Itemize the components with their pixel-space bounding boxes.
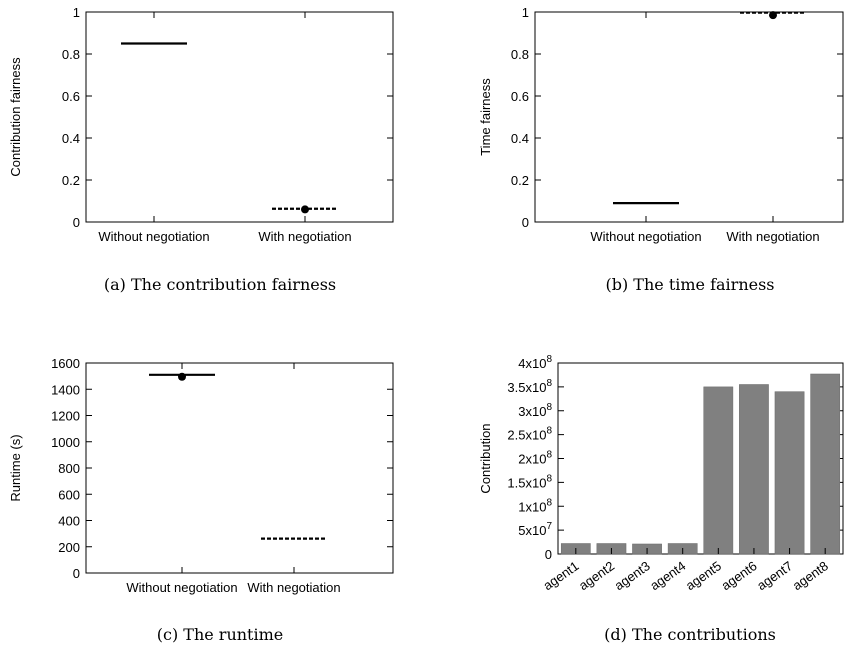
y-tick-mantissa: 3x10 (518, 404, 546, 419)
y-tick-label: 600 (58, 487, 80, 502)
y-tick-exponent: 8 (546, 473, 552, 484)
plot-frame (85, 362, 394, 574)
y-tick-label: 1600 (51, 356, 80, 371)
chart-panel-d: 05x1071x1081.5x1082x1082.5x1083x1083.5x1… (478, 354, 844, 644)
y-tick-mantissa: 0 (545, 547, 552, 562)
y-tick-label: 0.6 (62, 89, 80, 104)
y-tick-label: 0.8 (62, 47, 80, 62)
y-tick-exponent: 8 (546, 378, 552, 389)
x-category-label: Without negotiation (126, 580, 237, 595)
x-category-label: agent2 (576, 558, 617, 593)
y-tick-exponent: 8 (546, 426, 552, 437)
figure-caption: (b) The time fairness (605, 275, 774, 294)
y-tick-label: 0.8 (511, 47, 529, 62)
y-axis-label: Contribution (478, 423, 493, 493)
y-tick-label: 1200 (51, 409, 80, 424)
y-tick-exponent: 7 (546, 521, 552, 532)
y-axis-label: Time fairness (478, 78, 493, 156)
x-category-label: Without negotiation (98, 229, 209, 244)
y-axis-label: Contribution fairness (8, 57, 23, 177)
x-category-label: agent4 (647, 558, 688, 593)
y-tick-label: 1400 (51, 382, 80, 397)
y-tick-label: 0.6 (511, 89, 529, 104)
y-tick-exponent: 8 (546, 402, 552, 413)
data-point (178, 372, 186, 381)
y-tick-mantissa: 4x10 (518, 356, 546, 371)
y-tick-mantissa: 1x10 (518, 499, 546, 514)
bar-agent6 (739, 384, 769, 555)
y-tick-mantissa: 3.5x10 (507, 380, 546, 395)
x-category-label: agent8 (790, 558, 831, 593)
y-tick-exponent: 8 (546, 450, 552, 461)
plot-frame (534, 11, 844, 223)
y-tick-label: 0 (522, 215, 529, 230)
y-tick-mantissa: 1.5x10 (507, 475, 546, 490)
y-tick-label: 0.4 (62, 131, 80, 146)
x-category-label: agent1 (540, 558, 581, 593)
y-tick-label: 5x107 (518, 521, 552, 538)
data-point (301, 205, 309, 214)
bar-agent8 (810, 373, 841, 555)
y-tick-label: 0 (73, 566, 80, 581)
bar-agent5 (703, 386, 734, 555)
figure-caption: (a) The contribution fairness (104, 275, 336, 294)
y-tick-label: 0 (545, 547, 552, 562)
bar-agent7 (774, 391, 805, 555)
y-tick-label: 2.5x108 (507, 426, 552, 443)
y-tick-label: 0 (73, 215, 80, 230)
x-category-label: agent7 (754, 558, 795, 593)
x-category-label: With negotiation (247, 580, 340, 595)
x-category-label: agent6 (718, 558, 759, 593)
y-tick-mantissa: 5x10 (518, 523, 546, 538)
y-tick-label: 400 (58, 514, 80, 529)
y-tick-exponent: 8 (546, 497, 552, 508)
y-tick-label: 0.4 (511, 131, 529, 146)
y-tick-label: 1 (522, 5, 529, 20)
x-category-label: With negotiation (726, 229, 819, 244)
y-tick-label: 200 (58, 540, 80, 555)
x-category-label: agent5 (683, 558, 724, 593)
y-tick-label: 3.5x108 (507, 378, 552, 395)
figure-caption: (c) The runtime (157, 625, 284, 644)
x-category-label: With negotiation (258, 229, 351, 244)
y-tick-label: 1x108 (518, 497, 552, 514)
figure-caption: (d) The contributions (604, 625, 776, 644)
y-tick-label: 0.2 (62, 173, 80, 188)
plot-frame (85, 11, 394, 223)
chart-panel-b: 0 0.2 0.4 0.6 0.8 1 Time fairness Without negot… (478, 5, 844, 294)
y-axis-label: Runtime (s) (8, 434, 23, 501)
y-tick-label: 4x108 (518, 354, 552, 371)
chart-panel-a: 0 0.2 0.4 0.6 0.8 1 Contribution fairness Witho… (8, 5, 394, 294)
y-tick-label: 800 (58, 461, 80, 476)
chart-panel-c: 0 200 400 600 800 1000 1200 1400 1600 Runtime (s)… (8, 356, 394, 644)
x-category-label: agent3 (612, 558, 653, 593)
data-point (769, 11, 777, 20)
y-tick-mantissa: 2x10 (518, 452, 546, 467)
y-tick-mantissa: 2.5x10 (507, 428, 546, 443)
y-tick-label: 0.2 (511, 173, 529, 188)
x-category-label: Without negotiation (590, 229, 701, 244)
y-tick-label: 2x108 (518, 450, 552, 467)
y-tick-exponent: 8 (546, 354, 552, 365)
y-tick-label: 1.5x108 (507, 473, 552, 490)
y-tick-label: 3x108 (518, 402, 552, 419)
y-tick-label: 1000 (51, 435, 80, 450)
y-tick-label: 1 (73, 5, 80, 20)
